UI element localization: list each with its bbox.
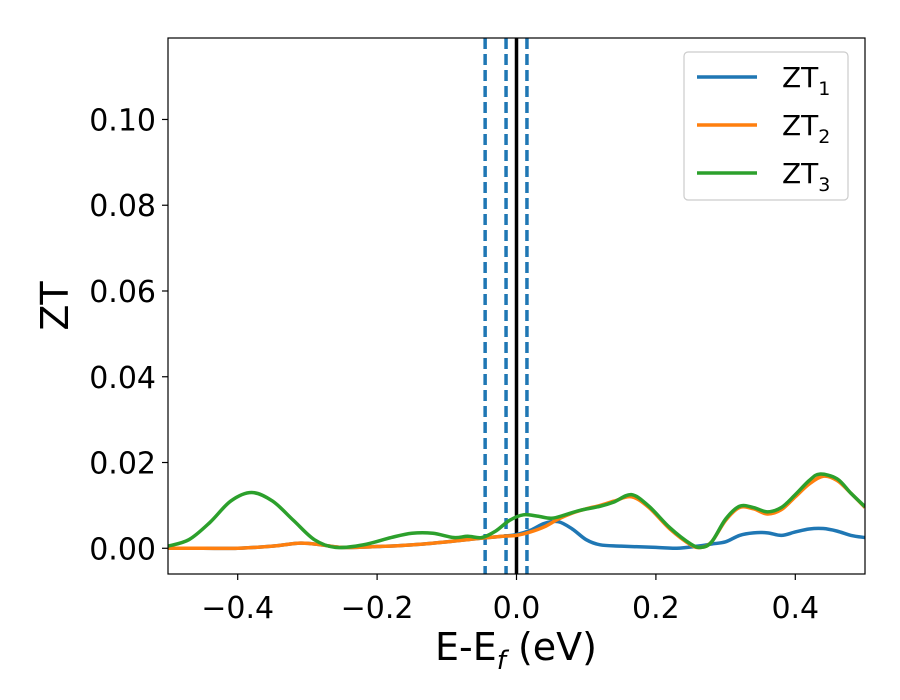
y-tick-label: 0.06: [89, 275, 156, 310]
y-tick-label: 0.02: [89, 447, 156, 482]
x-tick-label: −0.4: [201, 591, 274, 626]
x-axis-title: E-Ef (eV): [435, 625, 597, 676]
y-tick-label: 0.08: [89, 189, 156, 224]
legend-label-3: ZT3: [782, 157, 830, 196]
y-tick-label: 0.00: [89, 532, 156, 567]
y-axis-title: ZT: [33, 281, 77, 331]
reference-lines: [483, 38, 529, 574]
x-axis: −0.4 −0.2 0.0 0.2 0.4: [201, 574, 819, 626]
series-lines: [168, 472, 865, 551]
y-axis: 0.00 0.02 0.04 0.06 0.08 0.10: [89, 103, 168, 567]
x-tick-label: 0.0: [493, 591, 541, 626]
legend-label-1: ZT1: [782, 61, 830, 100]
x-tick-label: 0.2: [632, 591, 680, 626]
series-line-3: [168, 472, 865, 550]
y-tick-label: 0.04: [89, 361, 156, 396]
x-tick-label: 0.4: [771, 591, 819, 626]
y-tick-label: 0.10: [89, 103, 156, 138]
legend-box: [683, 51, 849, 201]
legend: ZT1 ZT2 ZT3: [683, 51, 849, 201]
legend-label-2: ZT2: [782, 109, 830, 148]
x-tick-label: −0.2: [341, 591, 414, 626]
